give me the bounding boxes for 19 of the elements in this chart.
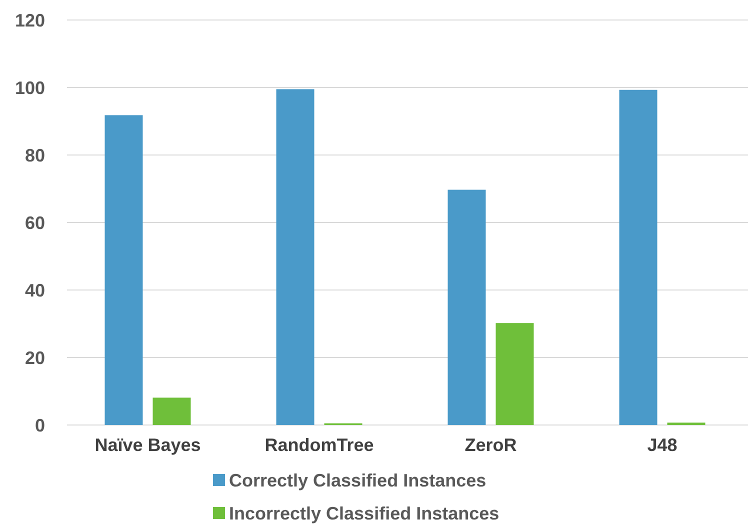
y-tick-label: 20 xyxy=(24,348,45,368)
bar xyxy=(152,398,191,425)
bar xyxy=(104,115,143,425)
x-tick-label: RandomTree xyxy=(264,435,374,455)
y-tick-label: 40 xyxy=(24,280,45,300)
x-tick-label: J48 xyxy=(647,435,678,455)
y-tick-label: 0 xyxy=(34,415,45,436)
bar xyxy=(496,323,534,425)
legend-label: Correctly Classified Instances xyxy=(229,470,486,490)
bar xyxy=(276,89,314,425)
x-tick-label: Naïve Bayes xyxy=(94,435,201,455)
bar xyxy=(448,190,486,425)
y-tick-label: 60 xyxy=(24,212,45,233)
y-tick-label: 80 xyxy=(24,145,45,166)
y-tick-label: 120 xyxy=(14,10,45,30)
y-tick-label: 100 xyxy=(14,78,45,98)
bar xyxy=(619,90,658,425)
x-tick-label: ZeroR xyxy=(464,435,517,455)
legend-label: Incorrectly Classified Instances xyxy=(229,503,500,524)
